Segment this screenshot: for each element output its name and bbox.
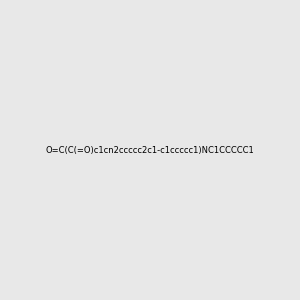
Text: O=C(C(=O)c1cn2ccccc2c1-c1ccccc1)NC1CCCCC1: O=C(C(=O)c1cn2ccccc2c1-c1ccccc1)NC1CCCCC… [46, 146, 254, 154]
